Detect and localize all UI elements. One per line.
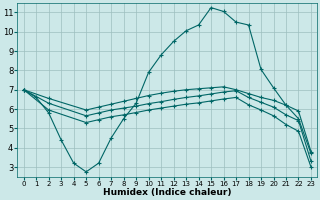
X-axis label: Humidex (Indice chaleur): Humidex (Indice chaleur) — [103, 188, 232, 197]
